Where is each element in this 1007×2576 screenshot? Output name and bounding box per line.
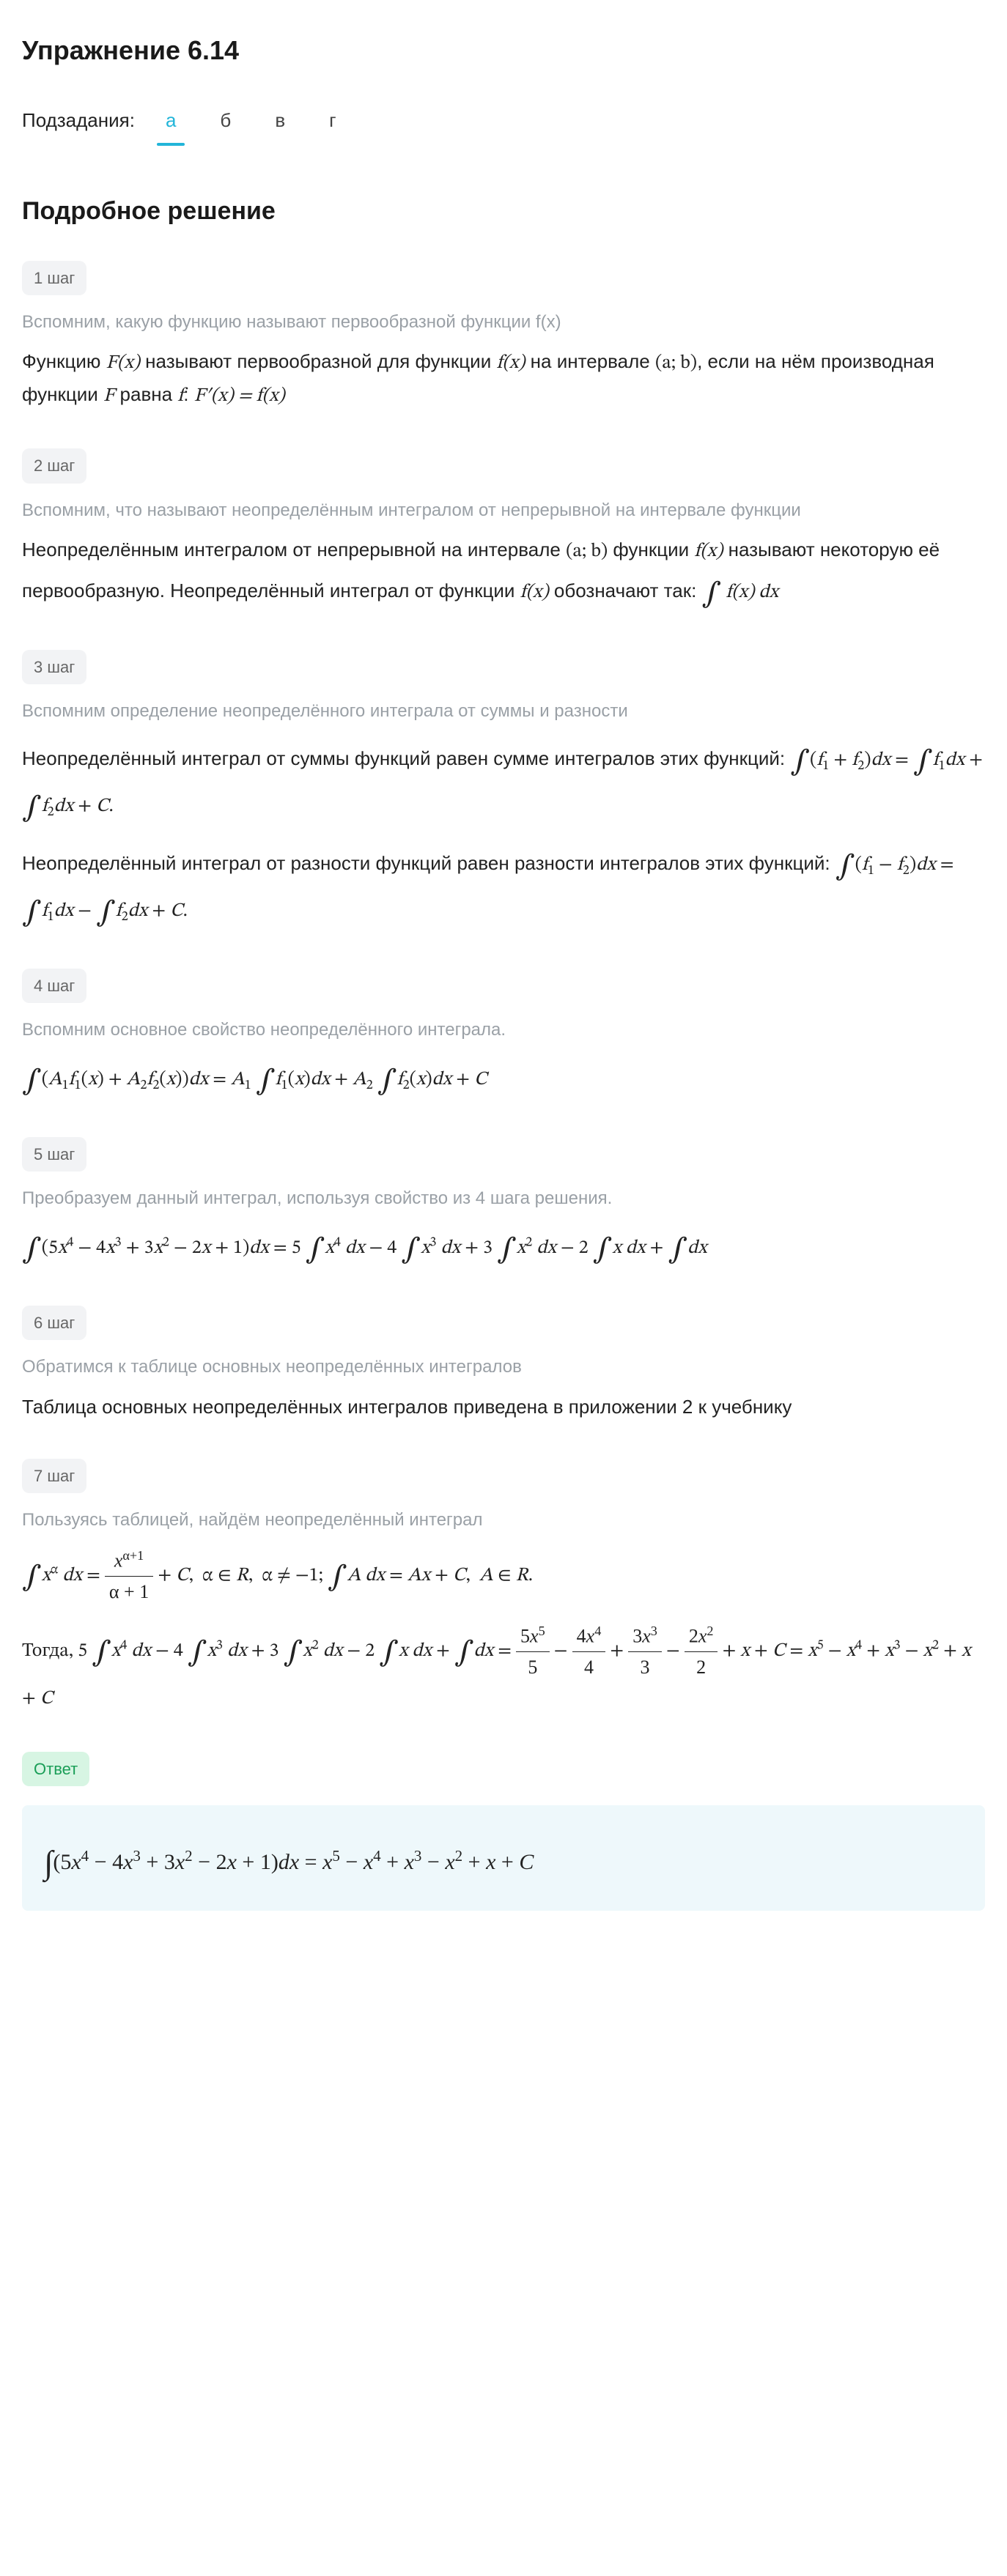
step-hint: Вспомним, какую функцию называют первооб… — [22, 308, 985, 336]
step-body: Неопределённым интегралом от непрерывной… — [22, 535, 985, 613]
step-body: ∫(5x4 − 4x3 + 3x2 − 2x + 1)dx = 5 ∫x4 dx… — [22, 1224, 985, 1269]
step-badge: 1 шаг — [22, 261, 86, 295]
step-7: 7 шаг Пользуясь таблицей, найдём неопреде… — [22, 1459, 985, 1715]
step-badge: 7 шаг — [22, 1459, 86, 1493]
step-badge: 2 шаг — [22, 448, 86, 483]
tab-b[interactable]: б — [207, 101, 244, 141]
step-body: Таблица основных неопределённых интеграл… — [22, 1392, 985, 1423]
solution-heading: Подробное решение — [22, 191, 985, 231]
tab-a[interactable]: а — [152, 101, 189, 141]
answer-formula: ∫(5x4 − 4x3 + 3x2 − 2x + 1)dx = x5 − x4 … — [22, 1805, 985, 1911]
step-hint: Пользуясь таблицей, найдём неопределённы… — [22, 1506, 985, 1534]
step-hint: Вспомним определение неопределённого инт… — [22, 697, 985, 725]
subtasks-row: Подзадания: а б в г — [22, 101, 985, 141]
step-hint: Вспомним, что называют неопределённым ин… — [22, 497, 985, 525]
step-badge: 4 шаг — [22, 969, 86, 1003]
answer-badge: Ответ — [22, 1752, 89, 1786]
subtasks-label: Подзадания: — [22, 106, 135, 136]
step-badge: 5 шаг — [22, 1137, 86, 1172]
step-4: 4 шаг Вспомним основное свойство неопреде… — [22, 969, 985, 1100]
step-hint: Обратимся к таблице основных неопределён… — [22, 1353, 985, 1381]
step-hint: Вспомним основное свойство неопределённо… — [22, 1016, 985, 1044]
step-badge: 6 шаг — [22, 1306, 86, 1340]
step-6: 6 шаг Обратимся к таблице основных неопре… — [22, 1306, 985, 1422]
tab-v[interactable]: в — [262, 101, 298, 141]
step-2: 2 шаг Вспомним, что называют неопределённ… — [22, 448, 985, 613]
exercise-title: Упражнение 6.14 — [22, 29, 985, 72]
step-body: Неопределённый интеграл от суммы функций… — [22, 736, 985, 932]
step-3: 3 шаг Вспомним определение неопределённог… — [22, 650, 985, 932]
step-hint: Преобразуем данный интеграл, используя с… — [22, 1185, 985, 1213]
step-body: ∫(A1f1(x) + A2f2(x))dx = A1 ∫f1(x)dx + A… — [22, 1055, 985, 1100]
step-1: 1 шаг Вспомним, какую функцию называют пе… — [22, 261, 985, 412]
step-badge: 3 шаг — [22, 650, 86, 684]
tab-g[interactable]: г — [316, 101, 349, 141]
step-body: Функцию F(x) называют первообразной для … — [22, 347, 985, 412]
step-5: 5 шаг Преобразуем данный интеграл, исполь… — [22, 1137, 985, 1269]
step-body: ∫xα dx = xα+1α + 1 + C, α ∈ R, α ≠ −1; ∫… — [22, 1545, 985, 1715]
answer-block: Ответ ∫(5x4 − 4x3 + 3x2 − 2x + 1)dx = x5… — [22, 1752, 985, 1911]
